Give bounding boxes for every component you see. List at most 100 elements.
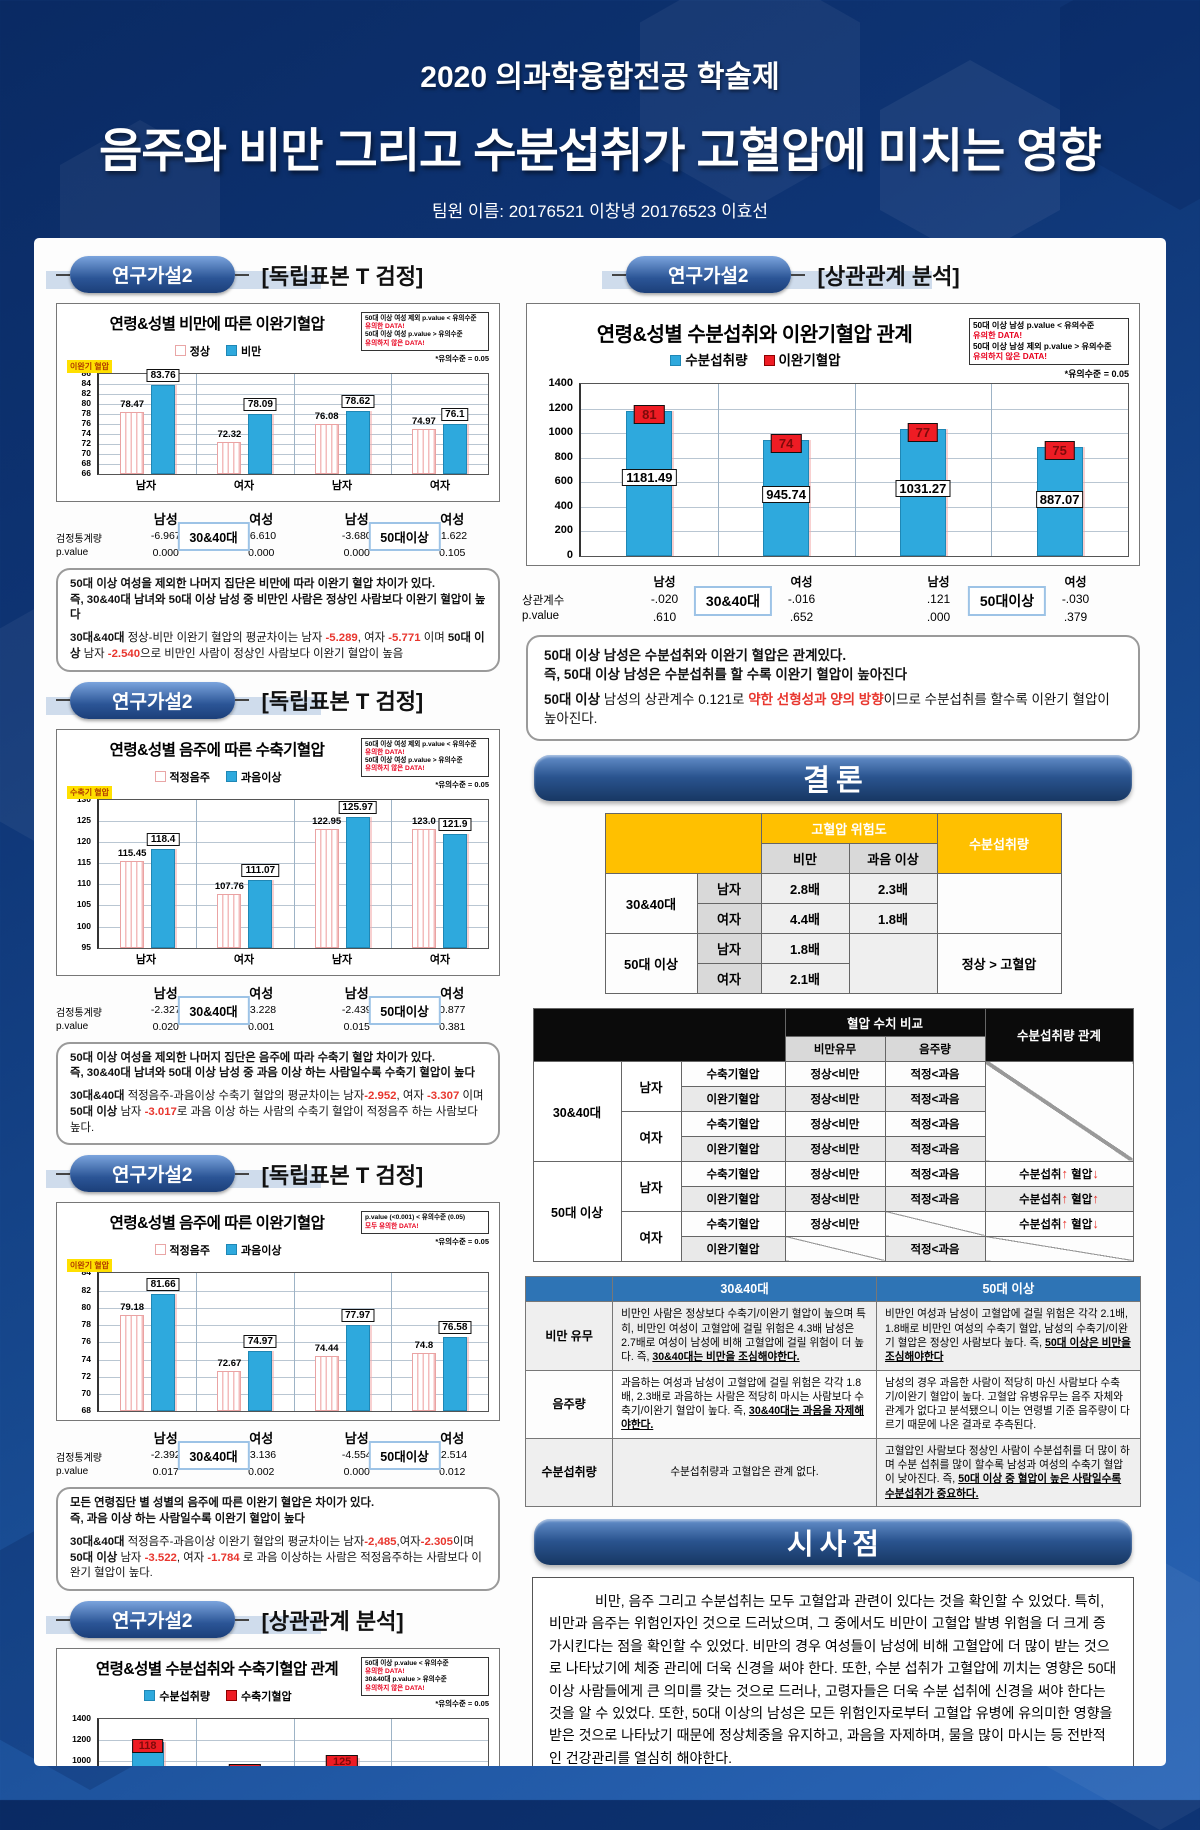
- bar: 83.76: [146, 369, 180, 474]
- note-line: 50대 이상 남성 제외 p.value > 유의수준: [973, 341, 1112, 351]
- text-segment: 30대&40대: [70, 632, 125, 645]
- gridline: [581, 408, 1128, 410]
- stat-value: 0.105: [439, 547, 466, 559]
- table-cell: [525, 1275, 614, 1303]
- stat-value: 0.877: [439, 1003, 466, 1016]
- value-label: 107.76: [214, 880, 244, 892]
- category-cell: 123.0 121.9: [391, 800, 488, 948]
- note-line: 50대 이상 여성 제외 p.value < 유의수준: [365, 315, 477, 322]
- bar: 77 1031.27: [895, 423, 951, 556]
- section-method-label: [상관관계 분석]: [261, 1608, 404, 1634]
- bar: 1181181.49: [131, 1739, 164, 1766]
- bar: 74 945.74: [762, 433, 811, 556]
- stat-value: 0.001: [248, 1020, 275, 1033]
- implications-text: 비만, 음주 그리고 수분섭취는 모두 고혈압과 관련이 있다는 것을 확인할 …: [532, 1576, 1134, 1766]
- note-line: 30&40대 p.value > 유의수준: [365, 1676, 447, 1684]
- bp-value-label: 118: [131, 1739, 164, 1754]
- table-cell: 남자: [620, 1060, 682, 1112]
- value-label: 111.07: [241, 863, 280, 877]
- y-axis: 95 100 105 110 115 120 125 130: [67, 794, 97, 952]
- category-cell: 122.95 125.97: [294, 799, 392, 948]
- summary-detail: 50대 이상 남성의 상관계수 0.121로 약한 선형성과 양의 방향이므로 …: [544, 691, 1122, 728]
- table-cell: [984, 1235, 1134, 1262]
- stats-block: 남성 여성 남성 여성 검정통계량 -2.327 -3.228 -2.439 0.877 p.va…: [56, 979, 500, 1034]
- table-cell: 여자: [620, 1210, 682, 1262]
- table-cell: 비만유무: [784, 1035, 886, 1062]
- value-label: 72.32: [217, 429, 242, 441]
- table-cell: [884, 1210, 986, 1237]
- text-segment: 정상-비만 이완기 혈압의 평균차이는 남자: [124, 632, 326, 645]
- y-tick: 1400: [72, 1713, 91, 1724]
- stat-value: 0.000: [343, 547, 370, 559]
- risk-table: 고혈압 위험도 수분섭취량 비만 과음 이상 30&40대 남자 2.8배 2.3배 여자 4.4…: [604, 812, 1062, 994]
- table-cell: [532, 1007, 786, 1062]
- chart-note: p.value (<0.001) < 유의수준 (0.05) 모두 유의한 DAT…: [361, 1211, 489, 1234]
- sex-label: 남성: [653, 575, 676, 589]
- section-header: 연구가설2 [독립표본 T 검정]: [46, 1155, 500, 1193]
- table-cell: 50대 이상: [532, 1160, 622, 1262]
- bp-value-label: 81: [634, 404, 665, 424]
- table-cell: 2.8배: [760, 872, 850, 904]
- y-tick: 1000: [72, 1755, 91, 1766]
- text-segment: 혈압: [1067, 1218, 1093, 1231]
- stats-block: 남성 여성 남성 여성 검정통계량 -2.392 -3.136 -4.554 -2.514 p.v…: [56, 1424, 500, 1479]
- note-line: 50대 이상 여성 p.value > 유의수준: [365, 757, 463, 765]
- table-cell: [984, 1060, 1134, 1162]
- legend-label: 수축기혈압: [241, 1691, 292, 1704]
- category-label: 남자: [331, 480, 353, 492]
- table-cell: 50대 이상: [604, 932, 698, 994]
- chart-legend: 정상 비만: [67, 343, 369, 359]
- bar-series-2: [151, 848, 176, 948]
- event-title: 2020 의과학융합전공 학술제: [420, 61, 780, 94]
- text-segment: 고혈압인 사람보다 정상인 사람이 수분섭취를 더 많이 하며 수분 섭취를 많…: [884, 1444, 1130, 1486]
- bar-series-2: [151, 1293, 176, 1412]
- table-cell: 수분섭취량: [936, 812, 1062, 874]
- hypothesis-pill: 연구가설2: [70, 1601, 235, 1639]
- value-label: 887.07: [1035, 490, 1084, 508]
- stat-value: -2.327: [150, 1003, 181, 1016]
- table-cell: 비만: [760, 842, 850, 874]
- bar: 74.97: [243, 1335, 277, 1412]
- stat-value: .121: [926, 592, 951, 606]
- implications-header: 시사점: [534, 1518, 1132, 1565]
- legend-item: 수축기혈압: [226, 1688, 292, 1704]
- y-tick: 72: [81, 438, 91, 448]
- sex-label: 여성: [249, 1431, 274, 1447]
- sex-label: 여성: [440, 512, 465, 527]
- text-segment: 약한 선형성과 양의 방향: [748, 692, 884, 708]
- research-section: 연구가설2 [독립표본 T 검정] 연령&성별 음주에 따른 수축기혈압 50대 이상…: [46, 681, 500, 1146]
- table-cell: 적정<과음: [884, 1135, 986, 1162]
- bar-series-2: [151, 385, 176, 474]
- connector-line: [56, 1618, 70, 1621]
- legend-item: 과음이상: [226, 1242, 281, 1258]
- text-segment: -3.017: [144, 1105, 177, 1118]
- y-tick: 800: [554, 450, 573, 463]
- chart-legend: 수분섭취량 이완기혈압: [537, 349, 974, 369]
- bp-value-label: 74: [770, 433, 802, 453]
- y-tick: 1400: [548, 377, 573, 389]
- table-cell: 정상<비만: [784, 1110, 886, 1137]
- category-cell: 75 887.07: [991, 384, 1128, 556]
- table-cell: 비만인 여성과 남성이 고혈압에 걸릴 위험은 각각 2.1배, 1.8배로 비…: [875, 1301, 1141, 1371]
- legend-swatch: [154, 770, 166, 782]
- category-cell: 107.76 111.07: [196, 799, 295, 948]
- text-segment: -3.307: [426, 1090, 460, 1103]
- text-segment: 혈압: [1067, 1168, 1093, 1181]
- table-cell: 여자: [620, 1110, 682, 1162]
- y-tick: 400: [554, 499, 573, 512]
- bar-series-2: [345, 1325, 370, 1412]
- summary-main: 50대 이상 남성은 수분섭취와 이완기 혈압은 관계있다. 즉, 50대 이상…: [544, 648, 908, 682]
- table-cell: 이완기혈압: [680, 1185, 786, 1212]
- table-cell: 정상 > 고혈압: [936, 932, 1062, 994]
- text-segment: 30대&40대: [70, 1535, 125, 1548]
- table-cell: 적정<과음: [884, 1160, 986, 1187]
- text-segment: -3.522: [144, 1551, 177, 1564]
- table-cell: 수분섭취량과 고혈압은 관계 없다.: [612, 1437, 877, 1507]
- category-label: 여자: [233, 480, 255, 492]
- y-tick: 68: [81, 1405, 91, 1416]
- bar-series-2: [248, 879, 273, 948]
- table-cell: 남자: [620, 1160, 682, 1212]
- legend-label: 이완기혈압: [778, 353, 841, 368]
- text-segment: 남자: [117, 1551, 145, 1564]
- category-cell: 109945.74: [196, 1719, 295, 1766]
